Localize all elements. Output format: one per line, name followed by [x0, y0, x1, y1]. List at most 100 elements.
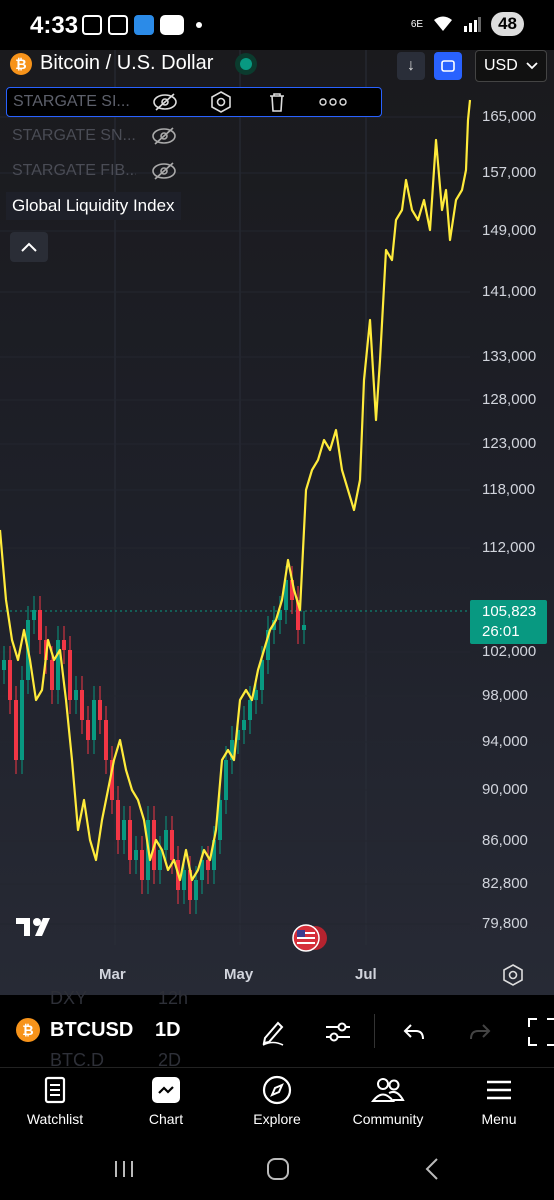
- indicator-row[interactable]: STARGATE SN...: [6, 121, 192, 151]
- show-indicator-button[interactable]: [136, 126, 192, 146]
- status-time: 4:33: [30, 12, 79, 39]
- gallery-icon: [108, 15, 128, 35]
- fullscreen-button[interactable]: [434, 52, 462, 80]
- indicator-more-button[interactable]: [305, 98, 361, 106]
- candle-body: [218, 800, 222, 840]
- tradingview-logo: [16, 914, 58, 945]
- network-type: 6E: [410, 18, 424, 30]
- indicator-row[interactable]: STARGATE FIB...: [6, 156, 192, 186]
- candle-body: [122, 820, 126, 840]
- us-flag-icon: [292, 924, 327, 952]
- compass-icon: [262, 1075, 292, 1105]
- eye-off-icon: [152, 162, 176, 180]
- price-axis-label: 112,000: [482, 539, 536, 556]
- global-liquidity-legend[interactable]: Global Liquidity Index: [6, 192, 181, 220]
- time-label: Mar: [99, 966, 126, 983]
- hide-indicator-button[interactable]: [137, 92, 193, 112]
- time-label: May: [224, 966, 254, 983]
- symbol-picker[interactable]: ₿ BTCUSD: [16, 1018, 133, 1042]
- ghost-interval: 2D: [158, 1050, 182, 1070]
- interval-picker[interactable]: 1D: [155, 1019, 181, 1041]
- candle-body: [98, 700, 102, 720]
- pencil-icon: [262, 1021, 284, 1046]
- indicator-name[interactable]: STARGATE SN...: [12, 127, 136, 144]
- candle-body: [68, 650, 72, 700]
- nav-label: Chart: [148, 1111, 184, 1127]
- candle-body: [128, 820, 132, 860]
- drawing-tools-button[interactable]: [255, 1014, 291, 1050]
- current-price-value: 105,823: [482, 603, 537, 620]
- redo-icon: [470, 1024, 491, 1040]
- candle-body: [290, 580, 294, 600]
- trash-icon: [270, 93, 284, 112]
- price-axis-label: 165,000: [482, 108, 537, 125]
- nav-chart[interactable]: Chart: [111, 1073, 221, 1127]
- symbol-title[interactable]: Bitcoin / U.S. Dollar: [40, 52, 214, 74]
- indicators-button[interactable]: [320, 1014, 356, 1050]
- time-label: Jul: [355, 966, 377, 983]
- nav-label: Explore: [253, 1111, 301, 1127]
- chevron-up-icon: [21, 242, 37, 252]
- candle-body: [32, 610, 36, 620]
- chart-settings-button[interactable]: [502, 964, 524, 991]
- candle-body: [14, 700, 18, 760]
- indicator-row-selected[interactable]: STARGATE SI...: [6, 87, 382, 117]
- nav-watchlist[interactable]: Watchlist: [0, 1073, 110, 1127]
- currency-select[interactable]: USD: [475, 50, 547, 82]
- symbol-ticker[interactable]: BTCUSD: [50, 1018, 134, 1041]
- wifi-icon: [434, 16, 453, 31]
- show-indicator-button[interactable]: [136, 161, 192, 181]
- price-axis-label: 82,800: [482, 875, 528, 892]
- price-axis-label: 102,000: [482, 643, 537, 660]
- symbol-header[interactable]: ₿ Bitcoin / U.S. Dollar: [10, 52, 258, 75]
- redo-button[interactable]: [462, 1014, 498, 1050]
- recent-apps-icon[interactable]: [112, 1159, 136, 1179]
- nav-menu[interactable]: Menu: [444, 1073, 554, 1127]
- indicator-name[interactable]: STARGATE SI...: [13, 93, 130, 110]
- nav-label: Community: [352, 1111, 424, 1127]
- bottom-toolbar: [0, 995, 554, 1067]
- delete-indicator-button[interactable]: [249, 92, 305, 112]
- ghost-interval: 12h: [158, 988, 189, 1008]
- back-icon[interactable]: [424, 1157, 440, 1181]
- home-icon[interactable]: [266, 1157, 290, 1181]
- currency-label: USD: [484, 57, 518, 74]
- nav-community[interactable]: Community: [333, 1073, 443, 1127]
- fullscreen-toggle-button[interactable]: [524, 1014, 554, 1050]
- candle-body: [38, 610, 42, 640]
- eye-off-icon: [153, 93, 177, 111]
- candle-body: [56, 640, 60, 690]
- expand-icon: [441, 60, 455, 72]
- candle-body: [134, 850, 138, 860]
- candle-body: [140, 850, 144, 880]
- status-right: 6E 48: [411, 12, 524, 36]
- candle-body: [116, 800, 120, 840]
- us-event-icon[interactable]: [291, 924, 327, 952]
- liquidity-line: [0, 99, 472, 882]
- indicator-settings-button[interactable]: [193, 91, 249, 113]
- bar-countdown: 26:01: [482, 623, 520, 640]
- download-button[interactable]: ↓: [397, 52, 425, 80]
- candle-body: [236, 730, 240, 740]
- candle-body: [284, 580, 288, 610]
- candle-body: [200, 860, 204, 880]
- candle-body: [20, 680, 24, 760]
- battery-level: 48: [491, 12, 524, 36]
- price-chart[interactable]: [0, 50, 554, 995]
- undo-button[interactable]: [396, 1014, 432, 1050]
- community-icon: [371, 1078, 405, 1102]
- ghost-symbol: DXY: [50, 988, 88, 1008]
- gear-icon: [503, 964, 523, 986]
- current-price-label: 105,823 26:01: [470, 600, 547, 644]
- bitcoin-icon: ₿: [10, 52, 32, 75]
- nav-explore[interactable]: Explore: [222, 1073, 332, 1127]
- candle-body: [74, 690, 78, 700]
- indicator-name[interactable]: STARGATE FIB...: [12, 162, 136, 179]
- price-axis-label: 157,000: [482, 164, 537, 181]
- collapse-legend-button[interactable]: [10, 232, 48, 262]
- candle-body: [296, 600, 300, 630]
- fullscreen-icon: [528, 1018, 554, 1046]
- candle-body: [194, 880, 198, 900]
- candle-body: [2, 660, 6, 670]
- ghost-symbol: BTC.D: [50, 1050, 104, 1070]
